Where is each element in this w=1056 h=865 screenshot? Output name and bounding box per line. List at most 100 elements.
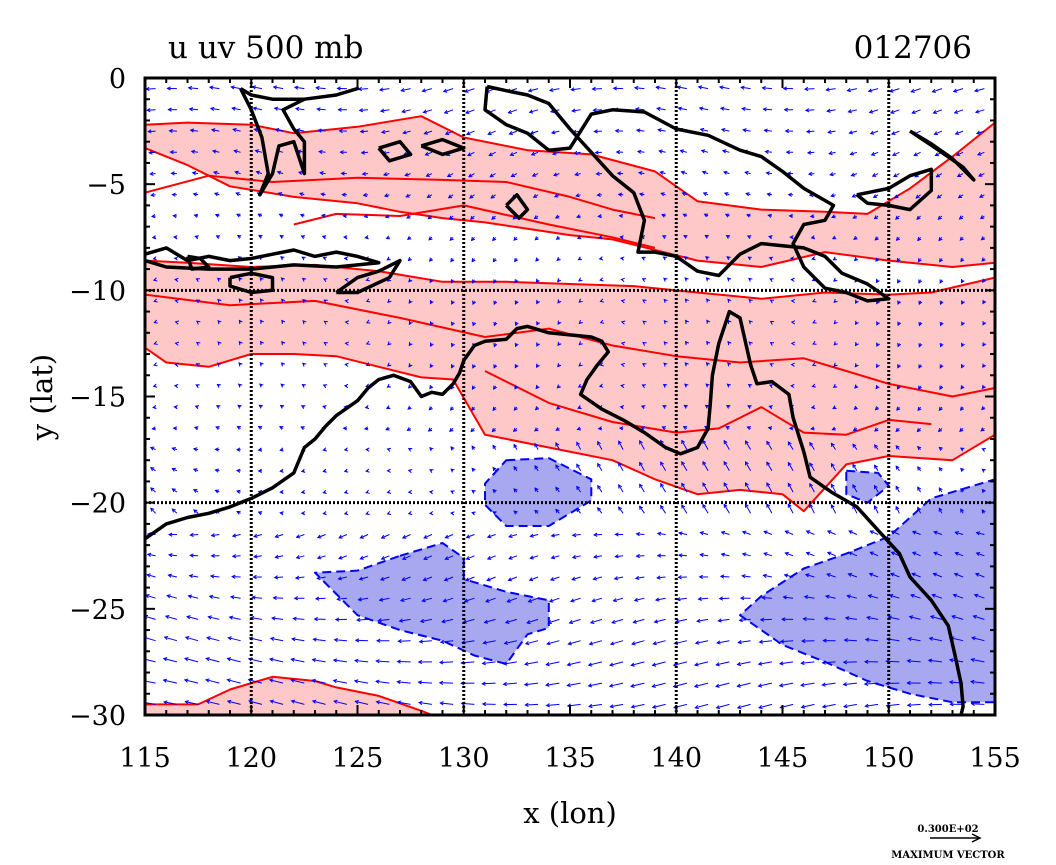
wind-vector xyxy=(684,362,689,367)
wind-vector xyxy=(935,173,943,178)
wind-vector-head xyxy=(588,641,594,646)
wind-vector-head xyxy=(333,699,338,704)
wind-vector-head xyxy=(809,462,814,467)
wind-vector-head xyxy=(918,300,923,306)
x-tick-label: 115 xyxy=(119,743,171,774)
wind-vector xyxy=(705,255,710,261)
wind-vector xyxy=(333,637,347,643)
wind-vector-head xyxy=(833,320,838,325)
wind-vector xyxy=(874,484,879,493)
wind-vector-shaft xyxy=(317,576,326,580)
wind-vector xyxy=(933,551,943,557)
wind-vector-head xyxy=(365,447,370,452)
wind-vector xyxy=(783,107,794,112)
wind-vector-head xyxy=(492,511,497,516)
wind-vector-shaft xyxy=(312,659,326,663)
wind-vector-head xyxy=(322,468,327,473)
wind-vector xyxy=(401,534,411,539)
wind-vector xyxy=(761,595,772,600)
wind-vector-shaft xyxy=(610,703,624,708)
wind-vector-head xyxy=(291,637,296,642)
wind-vector xyxy=(311,658,326,663)
wind-vector-shaft xyxy=(189,575,199,578)
wind-vector-head xyxy=(633,597,639,602)
wind-vector xyxy=(492,489,497,494)
wind-vector xyxy=(422,576,433,582)
wind-vector xyxy=(699,127,709,132)
wind-vector xyxy=(961,364,965,369)
wind-vector xyxy=(238,298,243,303)
wind-vector xyxy=(740,85,751,90)
wind-vector-shaft xyxy=(801,703,815,708)
wind-vector xyxy=(291,637,305,642)
wind-vector xyxy=(365,511,370,516)
wind-vector xyxy=(192,192,199,197)
wind-vector xyxy=(846,87,858,93)
wind-vector xyxy=(191,171,199,176)
wind-vector-head xyxy=(767,213,772,218)
wind-vector xyxy=(762,107,772,112)
wind-vector-shaft xyxy=(250,617,262,620)
wind-vector-head xyxy=(408,278,413,283)
wind-vector-head xyxy=(591,598,596,603)
wind-vector-head xyxy=(659,170,664,175)
wind-vector-head xyxy=(401,534,407,539)
wind-vector-head xyxy=(953,572,959,577)
wind-vector-head xyxy=(508,533,513,539)
wind-vector-head xyxy=(614,554,619,559)
wind-vector xyxy=(449,236,454,242)
wind-vector-head xyxy=(427,215,432,220)
wind-vector-shaft xyxy=(212,150,220,153)
wind-vector-head xyxy=(766,461,771,466)
wind-vector xyxy=(981,257,986,262)
wind-vector-head xyxy=(173,383,179,389)
wind-vector xyxy=(236,468,241,473)
wind-vector xyxy=(725,235,731,239)
wind-vector-head xyxy=(314,596,320,601)
wind-vector-head xyxy=(852,483,857,489)
wind-vector xyxy=(342,213,347,219)
wind-vector-head xyxy=(438,660,444,665)
wind-vector-head xyxy=(768,235,773,240)
wind-vector xyxy=(981,509,986,514)
wind-vector-shaft xyxy=(868,88,879,92)
wind-vector-head xyxy=(279,511,284,516)
wind-vector-head xyxy=(514,300,519,305)
wind-vector-head xyxy=(951,614,956,619)
wind-vector xyxy=(917,466,922,472)
wind-vector xyxy=(192,447,199,452)
positive-region-3 xyxy=(145,675,433,715)
wind-vector xyxy=(396,700,411,705)
wind-vector xyxy=(939,258,944,263)
wind-vector xyxy=(426,194,433,198)
wind-vector xyxy=(210,553,220,558)
wind-vector-head xyxy=(557,299,562,304)
wind-vector-head xyxy=(319,171,324,176)
wind-vector-shaft xyxy=(576,442,582,450)
wind-vector-head xyxy=(787,441,792,446)
wind-vector xyxy=(768,405,773,410)
wind-vector-head xyxy=(236,468,241,473)
wind-vector xyxy=(554,214,560,219)
wind-vector-head xyxy=(253,533,258,538)
wind-vector xyxy=(162,657,178,663)
wind-vector-head xyxy=(422,109,427,114)
wind-vector xyxy=(272,85,284,90)
wind-vector xyxy=(237,404,242,409)
wind-vector xyxy=(765,171,772,176)
wind-vector-head xyxy=(897,342,902,348)
wind-vector-shaft xyxy=(376,660,390,663)
wind-vector-head xyxy=(294,106,300,112)
wind-vector xyxy=(789,235,794,240)
wind-vector xyxy=(660,192,666,197)
wind-vector-head xyxy=(745,503,749,508)
wind-vector-shaft xyxy=(741,86,751,90)
wind-vector xyxy=(960,257,965,263)
wind-vector xyxy=(681,192,688,197)
wind-vector xyxy=(975,130,985,135)
wind-vector xyxy=(383,193,390,198)
wind-vector xyxy=(706,340,711,346)
wind-vector xyxy=(897,321,902,327)
wind-vector xyxy=(952,593,964,599)
wind-vector xyxy=(257,426,263,430)
